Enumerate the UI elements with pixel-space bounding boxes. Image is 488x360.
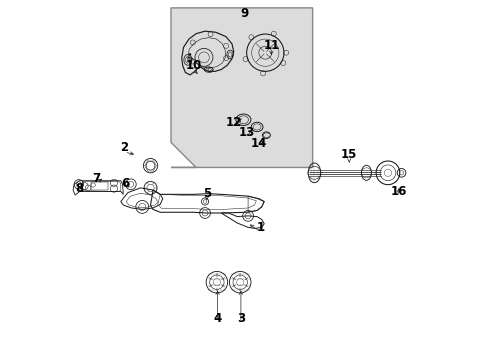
Text: 4: 4	[213, 311, 221, 325]
Text: 16: 16	[390, 185, 406, 198]
Circle shape	[188, 53, 191, 55]
Text: 13: 13	[239, 126, 255, 139]
Text: 10: 10	[185, 59, 201, 72]
Polygon shape	[171, 8, 312, 167]
Text: 6: 6	[121, 177, 129, 190]
Text: 15: 15	[340, 148, 357, 161]
Text: 1: 1	[256, 221, 264, 234]
Text: 9: 9	[240, 7, 248, 20]
Text: 14: 14	[250, 136, 266, 149]
Text: 7: 7	[93, 172, 101, 185]
Text: 2: 2	[120, 141, 128, 154]
Text: 3: 3	[236, 311, 244, 325]
Text: 11: 11	[263, 39, 279, 52]
Text: 5: 5	[203, 187, 210, 200]
Text: 8: 8	[75, 183, 83, 195]
Text: 12: 12	[225, 116, 242, 129]
